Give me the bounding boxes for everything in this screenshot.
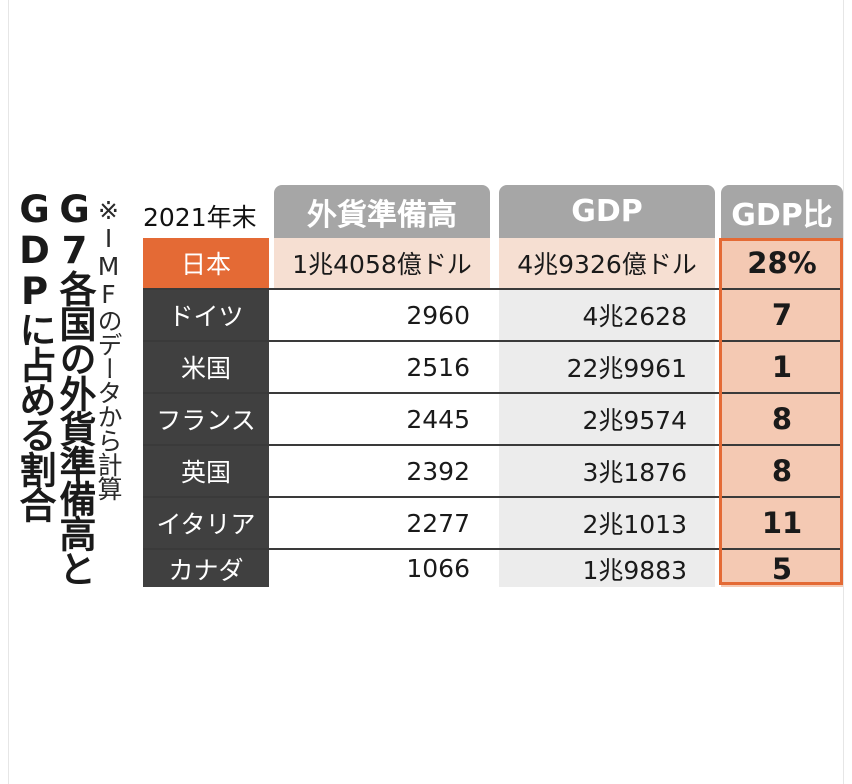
gdp-cell: 22兆9961 bbox=[499, 342, 715, 392]
gdp-cell: 1兆9883 bbox=[499, 550, 715, 587]
row-divider bbox=[143, 392, 843, 394]
data-table: 日本 1兆4058億ドル 4兆9326億ドル 28% ドイツ 2960 4兆26… bbox=[143, 238, 843, 587]
ratio-cell: 8 bbox=[721, 394, 843, 444]
ratio-cell: 28% bbox=[721, 238, 843, 288]
row-divider bbox=[143, 444, 843, 446]
gdp-cell: 4兆2628 bbox=[499, 290, 715, 340]
header-gdp-ratio: GDP比 bbox=[721, 185, 843, 238]
row-divider bbox=[143, 496, 843, 498]
gdp-cell: 2兆9574 bbox=[499, 394, 715, 444]
table-row: フランス 2445 2兆9574 8 bbox=[143, 394, 843, 444]
table-row-japan: 日本 1兆4058億ドル 4兆9326億ドル 28% bbox=[143, 238, 843, 288]
reserves-cell: 2277 bbox=[406, 508, 470, 538]
table-row: 米国 2516 22兆9961 1 bbox=[143, 342, 843, 392]
country-cell: ドイツ bbox=[143, 290, 269, 340]
gdp-cell: 4兆9326億ドル bbox=[499, 238, 715, 288]
reserves-cell: 2960 bbox=[406, 300, 470, 330]
table-row: イタリア 2277 2兆1013 11 bbox=[143, 498, 843, 548]
country-cell: 英国 bbox=[143, 446, 269, 496]
header-gdp: GDP bbox=[499, 185, 715, 238]
country-cell: 米国 bbox=[143, 342, 269, 392]
ratio-cell: 7 bbox=[721, 290, 843, 340]
country-cell: フランス bbox=[143, 394, 269, 444]
ratio-cell: 8 bbox=[721, 446, 843, 496]
table-row: カナダ 1066 1兆9883 5 bbox=[143, 550, 843, 587]
header-reserves: 外貨準備高 bbox=[274, 185, 490, 238]
reserves-cell: 2445 bbox=[406, 404, 470, 434]
frame-right-border bbox=[843, 0, 844, 784]
gdp-cell: 2兆1013 bbox=[499, 498, 715, 548]
country-cell: カナダ bbox=[143, 550, 269, 587]
ratio-cell: 5 bbox=[721, 550, 843, 587]
row-divider bbox=[143, 548, 843, 550]
row-divider bbox=[143, 340, 843, 342]
ratio-cell: 11 bbox=[721, 498, 843, 548]
row-divider bbox=[143, 288, 843, 290]
frame-left-border bbox=[8, 0, 9, 784]
year-label: 2021年末 bbox=[143, 203, 257, 232]
gdp-cell: 3兆1876 bbox=[499, 446, 715, 496]
reserves-cell: 1066 bbox=[406, 554, 470, 583]
country-cell: イタリア bbox=[143, 498, 269, 548]
ratio-cell: 1 bbox=[721, 342, 843, 392]
reserves-cell: 2392 bbox=[406, 456, 470, 486]
source-note: ※IMFのデータから計算 bbox=[94, 196, 123, 500]
title-line-1: GDPに占める割合 bbox=[13, 188, 56, 521]
title-line-2: G7各国の外貨準備高と bbox=[53, 188, 96, 585]
table-row: ドイツ 2960 4兆2628 7 bbox=[143, 290, 843, 340]
reserves-cell: 1兆4058億ドル bbox=[274, 238, 490, 288]
table-row: 英国 2392 3兆1876 8 bbox=[143, 446, 843, 496]
reserves-cell: 2516 bbox=[406, 352, 470, 382]
country-cell: 日本 bbox=[143, 238, 269, 288]
